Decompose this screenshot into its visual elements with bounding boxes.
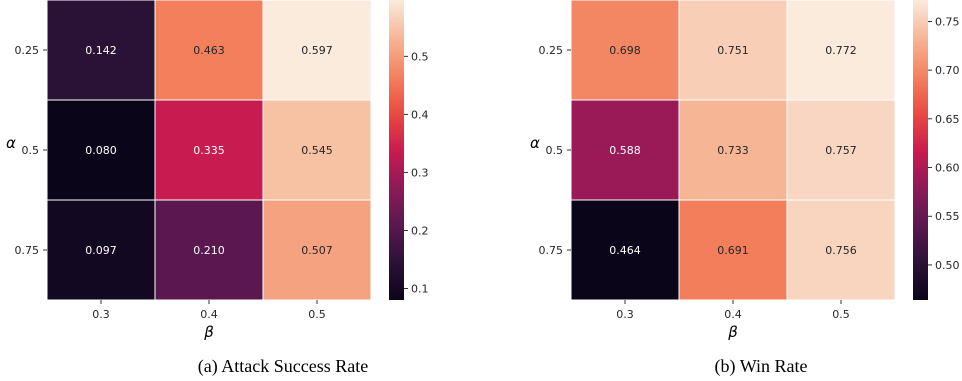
winrate-cell-label-r1-c0: 0.588 [609,144,641,157]
winrate-colorbar-tick-label: 0.60 [935,162,960,175]
winrate-cell-r1-c0 [570,99,680,201]
asr-ytick-label: 0.25 [15,44,40,57]
asr-colorbar [389,0,404,300]
asr-cell-label-r1-c0: 0.080 [85,144,117,157]
winrate-cell-label-r0-c2: 0.772 [825,44,857,57]
asr-cell-r1-c1 [154,99,264,201]
asr-colorbar-tick-label: 0.2 [411,224,429,237]
winrate-colorbar-tick-label: 0.65 [935,113,960,126]
winrate-ytick-label: 0.25 [539,44,564,57]
winrate-cell-r2-c1 [678,199,788,301]
asr-y-axis-label: α [6,134,16,152]
winrate-cell-r1-c1 [678,99,788,201]
winrate-cell-label-r2-c2: 0.756 [825,244,857,257]
asr-xtick-label: 0.3 [92,308,110,321]
asr-x-axis-label: β [203,323,214,341]
winrate-xtick-label: 0.5 [832,308,850,321]
caption-win-rate: (b) Win Rate [714,356,808,376]
asr-cell-label-r2-c2: 0.507 [301,244,333,257]
asr-cell-label-r0-c0: 0.142 [85,44,117,57]
asr-xtick-label: 0.4 [200,308,218,321]
asr-cell-r1-c2 [262,99,372,201]
asr-cell-label-r0-c2: 0.597 [301,44,333,57]
asr-colorbar-tick-label: 0.5 [411,50,429,63]
winrate-ytick-label: 0.75 [539,244,564,257]
asr-cell-label-r1-c2: 0.545 [301,144,333,157]
winrate-cell-label-r2-c1: 0.691 [717,244,749,257]
winrate-cell-label-r2-c0: 0.464 [609,244,641,257]
winrate-cell-label-r0-c1: 0.751 [717,44,749,57]
winrate-colorbar-tick-label: 0.55 [935,210,960,223]
asr-ytick-label: 0.5 [22,144,40,157]
winrate-xtick-label: 0.4 [724,308,742,321]
asr-xtick-label: 0.5 [308,308,326,321]
asr-colorbar-tick-label: 0.4 [411,108,429,121]
winrate-cell-r0-c1 [678,0,788,101]
asr-cell-r1-c0 [46,99,156,201]
winrate-colorbar [913,0,928,300]
asr-colorbar-tick-label: 0.3 [411,166,429,179]
winrate-cell-label-r1-c1: 0.733 [717,144,749,157]
winrate-cell-r0-c0 [570,0,680,101]
asr-cell-label-r2-c1: 0.210 [193,244,225,257]
asr-cell-r0-c0 [46,0,156,101]
asr-cell-r2-c1 [154,199,264,301]
winrate-x-axis-label: β [727,323,738,341]
winrate-cell-r0-c2 [786,0,896,101]
winrate-cell-r2-c2 [786,199,896,301]
asr-cell-label-r0-c1: 0.463 [193,44,225,57]
winrate-colorbar-tick-label: 0.75 [935,15,960,28]
winrate-xtick-label: 0.3 [616,308,634,321]
winrate-cell-label-r0-c0: 0.698 [609,44,641,57]
caption-attack-success-rate: (a) Attack Success Rate [197,356,369,376]
winrate-colorbar-tick-label: 0.50 [935,259,960,272]
asr-cell-r0-c2 [262,0,372,101]
winrate-y-axis-label: α [530,134,540,152]
asr-colorbar-tick-label: 0.1 [411,282,429,295]
asr-cell-r0-c1 [154,0,264,101]
winrate-cell-r1-c2 [786,99,896,201]
asr-cell-r2-c0 [46,199,156,301]
winrate-ytick-label: 0.5 [546,144,564,157]
winrate-cell-r2-c0 [570,199,680,301]
asr-ytick-label: 0.75 [15,244,40,257]
winrate-cell-label-r1-c2: 0.757 [825,144,857,157]
winrate-colorbar-tick-label: 0.70 [935,64,960,77]
asr-cell-label-r1-c1: 0.335 [193,144,225,157]
asr-cell-label-r2-c0: 0.097 [85,244,117,257]
